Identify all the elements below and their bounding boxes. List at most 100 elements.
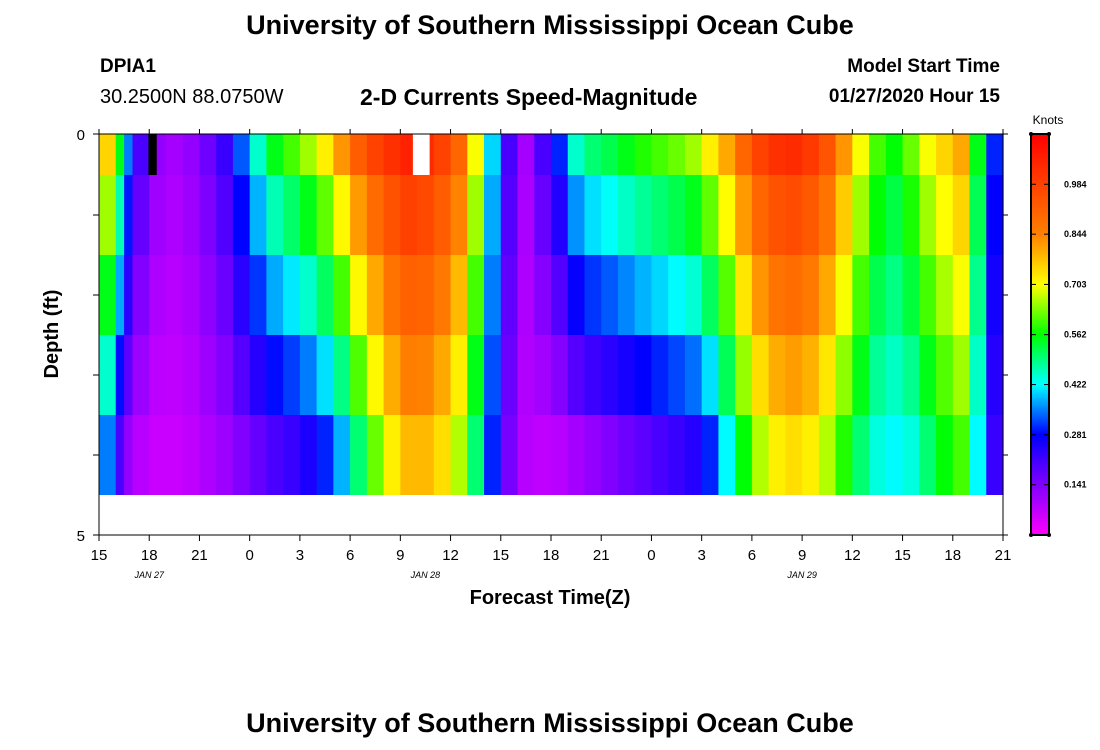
heatmap-cell — [852, 335, 870, 415]
heatmap-cell — [484, 134, 502, 175]
heatmap-cell — [768, 175, 786, 255]
heatmap-cell — [668, 134, 686, 175]
heatmap-cell — [551, 415, 569, 495]
heatmap-cell — [768, 134, 786, 175]
heatmap-cell — [124, 415, 134, 495]
heatmap-cell — [869, 134, 887, 175]
heatmap-cell — [936, 415, 954, 495]
date-label: JAN 27 — [133, 570, 165, 580]
heatmap-cell — [936, 335, 954, 415]
station-id: DPIA1 — [100, 56, 156, 77]
heatmap-cell — [785, 335, 803, 415]
x-tick-label: 15 — [492, 547, 509, 564]
heatmap-cell — [500, 255, 519, 335]
heatmap-cell — [534, 415, 552, 495]
y-axis-label: Depth (ft) — [41, 290, 63, 379]
heatmap-cell — [785, 134, 803, 175]
heatmap-cell — [534, 255, 552, 335]
heatmap-cell — [651, 415, 669, 495]
heatmap-cell — [567, 415, 586, 495]
heatmap-cell — [952, 175, 971, 255]
heatmap-cell — [601, 175, 619, 255]
heatmap-cell — [952, 255, 971, 335]
heatmap-cell — [216, 335, 234, 415]
heatmap-cell — [433, 175, 452, 255]
x-tick-label: 15 — [91, 547, 108, 564]
colorbar: Knots 0.984 0.844 0.703 0.562 0.422 0.281 0.14… — [1029, 113, 1087, 537]
heatmap-cell — [115, 134, 125, 175]
x-tick-label: 21 — [593, 547, 610, 564]
heatmap-cell — [266, 255, 284, 335]
x-tick-label: 18 — [141, 547, 158, 564]
heatmap-cell — [601, 335, 619, 415]
heatmap-cell — [366, 134, 385, 175]
heatmap-cell — [299, 415, 318, 495]
heatmap-cell — [517, 335, 535, 415]
heatmap-cell — [417, 335, 435, 415]
heatmap-cell — [216, 175, 234, 255]
heatmap-cell — [969, 415, 987, 495]
heatmap-cell — [517, 255, 535, 335]
heatmap-cell — [785, 175, 803, 255]
heatmap-cell — [249, 175, 268, 255]
heatmap-cell — [835, 335, 853, 415]
x-axis-label: Forecast Time(Z) — [470, 587, 631, 609]
footer-title: University of Southern Mississippi Ocean… — [246, 708, 854, 738]
heatmap-cell — [567, 134, 586, 175]
heatmap-cell — [216, 255, 234, 335]
x-axis: 15 18 21 0 3 6 9 12 15 18 21 0 3 6 9 12 15 18 21 JAN 27 JAN … — [91, 129, 1011, 580]
heatmap-cell — [500, 175, 519, 255]
heatmap-cell — [316, 255, 334, 335]
heatmap-cell — [467, 134, 485, 175]
colorbar-corner — [1047, 533, 1051, 537]
x-tick-label: 3 — [697, 547, 705, 564]
colorbar-corner — [1029, 533, 1033, 537]
heatmap-cell — [333, 175, 351, 255]
missing-cell — [412, 134, 430, 175]
heatmap-cell — [132, 175, 150, 255]
heatmap-cell — [701, 134, 720, 175]
heatmap-cell — [684, 335, 703, 415]
station-coordinates: 30.2500N 88.0750W — [100, 86, 284, 108]
heatmap-cell — [316, 415, 334, 495]
heatmap-cell — [366, 415, 385, 495]
x-tick-label: 6 — [748, 547, 756, 564]
heatmap-cell — [115, 255, 125, 335]
heatmap-cell — [400, 415, 418, 495]
heatmap-cell — [751, 335, 770, 415]
heatmap-cell — [751, 175, 770, 255]
heatmap-cell — [668, 175, 686, 255]
heatmap-cell — [551, 175, 569, 255]
heatmap-cell — [417, 415, 435, 495]
heatmap-cell — [124, 175, 134, 255]
heatmap-cell — [383, 175, 401, 255]
heatmap-cell — [818, 255, 837, 335]
heatmap-cell — [484, 415, 502, 495]
heatmap-cell — [124, 335, 134, 415]
heatmap-cell — [383, 335, 401, 415]
heatmap-cell — [701, 255, 720, 335]
heatmap-cell — [651, 335, 669, 415]
heatmap-cell — [99, 335, 117, 415]
heatmap-cell — [333, 134, 351, 175]
heatmap-cell — [617, 134, 636, 175]
heatmap-cell — [551, 255, 569, 335]
heatmap-cell — [718, 415, 736, 495]
x-tick-label: 9 — [396, 547, 404, 564]
colorbar-tick-label: 0.703 — [1064, 279, 1087, 289]
heatmap-cell — [986, 415, 1004, 495]
heatmap-cell — [433, 134, 452, 175]
heatmap-cell — [132, 335, 150, 415]
heatmap-cell — [333, 335, 351, 415]
heatmap-cell — [802, 335, 820, 415]
colorbar-tick-label: 0.984 — [1064, 179, 1087, 189]
heatmap-cell — [718, 134, 736, 175]
heatmap-cell — [718, 175, 736, 255]
heatmap-cell — [232, 335, 251, 415]
colorbar-tick-label: 0.422 — [1064, 380, 1087, 390]
heatmap-cell — [199, 134, 217, 175]
heatmap-cell — [517, 175, 535, 255]
heatmap-cell — [182, 175, 201, 255]
heatmap-cell — [835, 255, 853, 335]
heatmap-cell — [500, 335, 519, 415]
